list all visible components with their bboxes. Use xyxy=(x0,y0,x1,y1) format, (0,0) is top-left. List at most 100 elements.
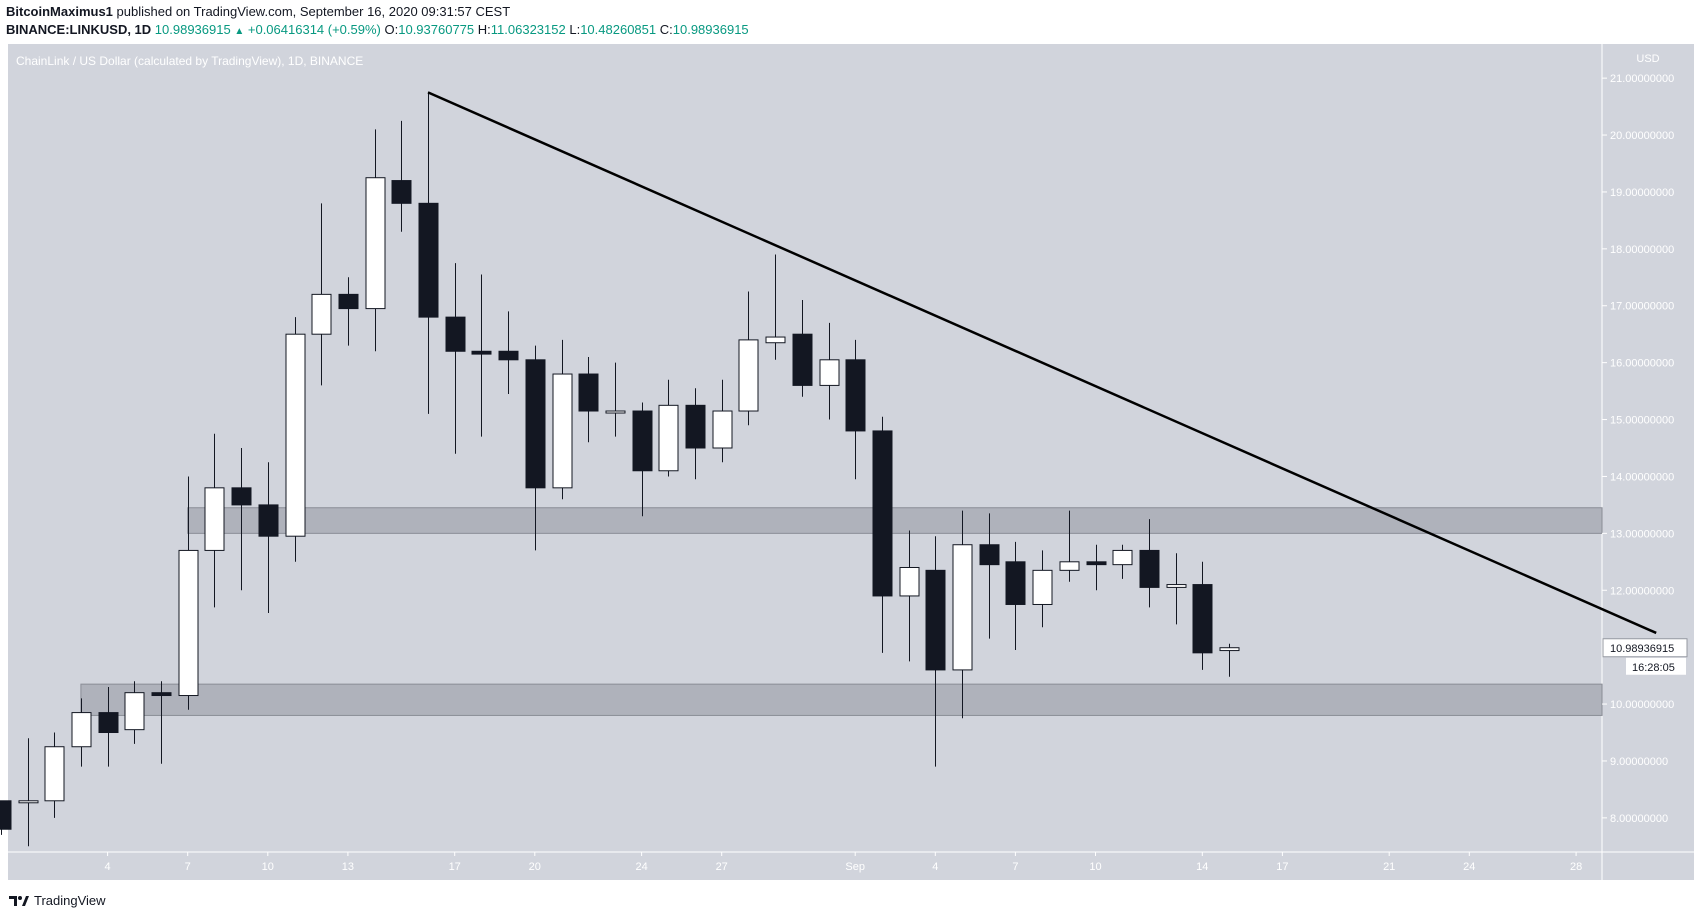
y-tick-label: 16.00000000 xyxy=(1610,358,1674,370)
x-tick-label: 10 xyxy=(1089,861,1101,873)
x-tick-label: Sep xyxy=(845,861,865,873)
candle-body xyxy=(925,569,946,671)
candle-body xyxy=(578,373,599,412)
candle-body xyxy=(498,350,519,361)
last-price: 10.98936915 xyxy=(154,22,231,37)
x-tick-label: 24 xyxy=(1463,861,1475,873)
candle-body xyxy=(1112,549,1133,566)
candle-body xyxy=(418,202,439,318)
candle-body xyxy=(819,359,840,386)
last-price-label: 10.98936915 xyxy=(1610,643,1674,655)
change-value: +0.06416314 (+0.59%) xyxy=(247,22,381,37)
candle-body xyxy=(1059,561,1080,571)
candle-body xyxy=(872,430,893,597)
zone-band xyxy=(80,683,1603,716)
y-tick-label: 10.00000000 xyxy=(1610,699,1674,711)
candle-body xyxy=(1005,561,1026,605)
price-scale-area xyxy=(1602,44,1694,852)
candle-body xyxy=(552,373,573,489)
y-tick-label: 18.00000000 xyxy=(1610,244,1674,256)
x-tick-label: 13 xyxy=(342,861,354,873)
low-value: 10.48260851 xyxy=(580,22,657,37)
zone-band xyxy=(187,507,1603,534)
candle-body xyxy=(1032,569,1053,605)
candle-body xyxy=(1192,584,1213,654)
candle-body xyxy=(204,487,225,551)
x-tick-label: 27 xyxy=(716,861,728,873)
y-tick-label: 19.00000000 xyxy=(1610,187,1674,199)
published-text: published on TradingView.com, September … xyxy=(116,4,511,19)
candle-body xyxy=(178,549,199,697)
y-tick-label: 9.00000000 xyxy=(1610,756,1668,768)
y-tick-label: 21.00000000 xyxy=(1610,73,1674,85)
countdown-label: 16:28:05 xyxy=(1632,662,1675,674)
tradingview-logo-icon xyxy=(9,895,29,906)
x-tick-label: 7 xyxy=(185,861,191,873)
time-scale-area xyxy=(8,852,1694,880)
trendline xyxy=(427,91,1657,635)
candle-body xyxy=(952,544,973,671)
ohlc-legend: BINANCE:LINKUSD, 1D 10.98936915 ▲ +0.064… xyxy=(6,22,749,37)
x-tick-label: 17 xyxy=(449,861,461,873)
x-tick-label: 7 xyxy=(1012,861,1018,873)
candle-body xyxy=(525,359,546,489)
candle-body xyxy=(471,350,492,355)
open-value: 10.93760775 xyxy=(398,22,475,37)
candle-body xyxy=(445,316,466,352)
y-tick-label: 13.00000000 xyxy=(1610,528,1674,540)
candle-body xyxy=(391,180,412,204)
candle-body xyxy=(338,293,359,310)
candle-body xyxy=(285,333,306,537)
close-label: C: xyxy=(659,22,673,37)
x-tick-label: 20 xyxy=(529,861,541,873)
y-tick-label: 20.00000000 xyxy=(1610,130,1674,142)
x-tick-label: 4 xyxy=(932,861,938,873)
candle-body xyxy=(658,404,679,472)
x-tick-label: 21 xyxy=(1383,861,1395,873)
countdown-badge xyxy=(1626,657,1686,675)
candle-body xyxy=(685,404,706,449)
candle-body xyxy=(738,339,759,412)
candle-body xyxy=(124,692,145,731)
brand-label: TradingView xyxy=(34,893,106,908)
x-tick-label: 10 xyxy=(262,861,274,873)
candle-body xyxy=(605,410,626,414)
candle-body xyxy=(18,800,39,804)
tradingview-footer[interactable]: TradingView xyxy=(8,893,106,908)
publisher-name[interactable]: BitcoinMaximus1 xyxy=(6,4,113,19)
candle-body xyxy=(792,333,813,386)
y-tick-label: 14.00000000 xyxy=(1610,471,1674,483)
last-price-badge xyxy=(1602,638,1688,658)
candle-body xyxy=(258,504,279,537)
plot-area xyxy=(8,44,1602,852)
y-tick-label: 8.00000000 xyxy=(1610,813,1668,825)
candle-body xyxy=(1166,584,1187,588)
candle-body xyxy=(979,544,1000,566)
candle-body xyxy=(311,293,332,335)
x-tick-label: 14 xyxy=(1196,861,1208,873)
close-value: 10.98936915 xyxy=(672,22,749,37)
up-triangle-icon: ▲ xyxy=(234,26,245,37)
candle-body xyxy=(899,566,920,597)
chart-title: ChainLink / US Dollar (calculated by Tra… xyxy=(16,54,363,68)
high-label: H: xyxy=(477,22,491,37)
symbol-label: BINANCE:LINKUSD, 1D xyxy=(6,22,152,37)
y-tick-label: 15.00000000 xyxy=(1610,415,1674,427)
low-label: L: xyxy=(569,22,581,37)
x-tick-label: 28 xyxy=(1570,861,1582,873)
candle-body xyxy=(98,712,119,734)
high-value: 11.06323152 xyxy=(490,22,566,37)
candle-body xyxy=(765,336,786,344)
y-tick-label: 17.00000000 xyxy=(1610,301,1674,313)
candle-body xyxy=(632,410,653,472)
open-label: O: xyxy=(384,22,399,37)
candle-body xyxy=(1139,549,1160,588)
x-tick-label: 17 xyxy=(1276,861,1288,873)
candle-body xyxy=(231,487,252,506)
candle-body xyxy=(365,177,386,310)
candle-body xyxy=(1086,561,1107,566)
candle-body xyxy=(845,359,866,432)
candle-body xyxy=(712,410,733,449)
x-tick-label: 4 xyxy=(105,861,111,873)
